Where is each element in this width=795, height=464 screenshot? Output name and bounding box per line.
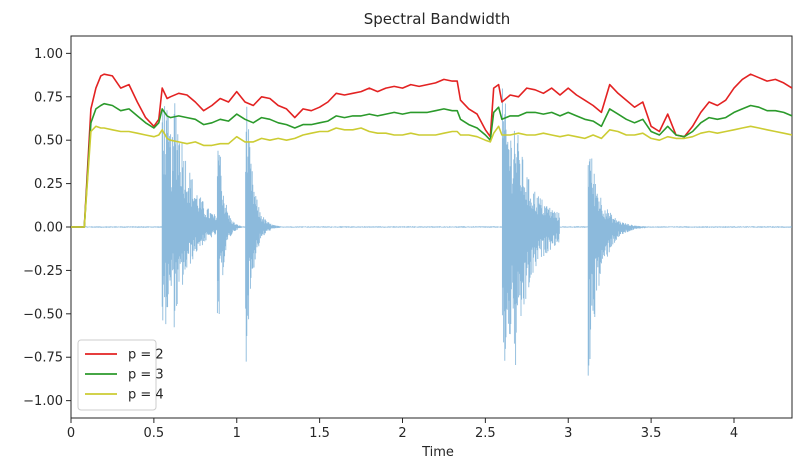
legend-label: p = 3: [128, 368, 164, 383]
y-tick-label: 1.00: [34, 47, 63, 62]
waveform: [71, 88, 792, 376]
y-tick-label: 0.50: [34, 134, 63, 149]
chart-title: Spectral Bandwidth: [364, 10, 511, 28]
x-tick-label: 3: [564, 426, 572, 441]
x-tick-label: 1: [233, 426, 241, 441]
x-tick-label: 0.5: [144, 426, 165, 441]
x-tick-label: 2.5: [475, 426, 496, 441]
x-tick-label: 3.5: [641, 426, 662, 441]
y-tick-label: 0.75: [34, 90, 63, 105]
x-tick-label: 4: [730, 426, 738, 441]
y-axis: 1.00 0.75 0.50 0.25 0.00 −0.25 −0.50 −0.75 −1.00: [23, 47, 71, 409]
legend: p = 2 p = 3 p = 4: [77, 339, 164, 411]
y-tick-label: 0.25: [34, 177, 63, 192]
plot-area: [70, 35, 793, 419]
x-axis-label: Time: [421, 445, 454, 460]
y-tick-label: −0.50: [23, 307, 63, 322]
x-tick-label: 2: [398, 426, 406, 441]
x-axis: 0 0.5 1 1.5 2 2.5 3 3.5 4: [67, 418, 738, 441]
y-tick-label: −0.75: [23, 351, 63, 366]
y-tick-label: −1.00: [23, 394, 63, 409]
legend-label: p = 2: [128, 348, 164, 363]
y-tick-label: −0.25: [23, 264, 63, 279]
x-tick-label: 0: [67, 426, 75, 441]
legend-label: p = 4: [128, 388, 164, 403]
series-line-1: [71, 73, 792, 228]
series-line-3: [71, 125, 792, 228]
series-lines: [71, 73, 792, 228]
legend-box: [77, 339, 157, 411]
waveform-trace: [71, 88, 792, 376]
x-tick-label: 1.5: [309, 426, 330, 441]
y-tick-label: 0.00: [34, 221, 63, 236]
series-line-2: [71, 102, 792, 228]
